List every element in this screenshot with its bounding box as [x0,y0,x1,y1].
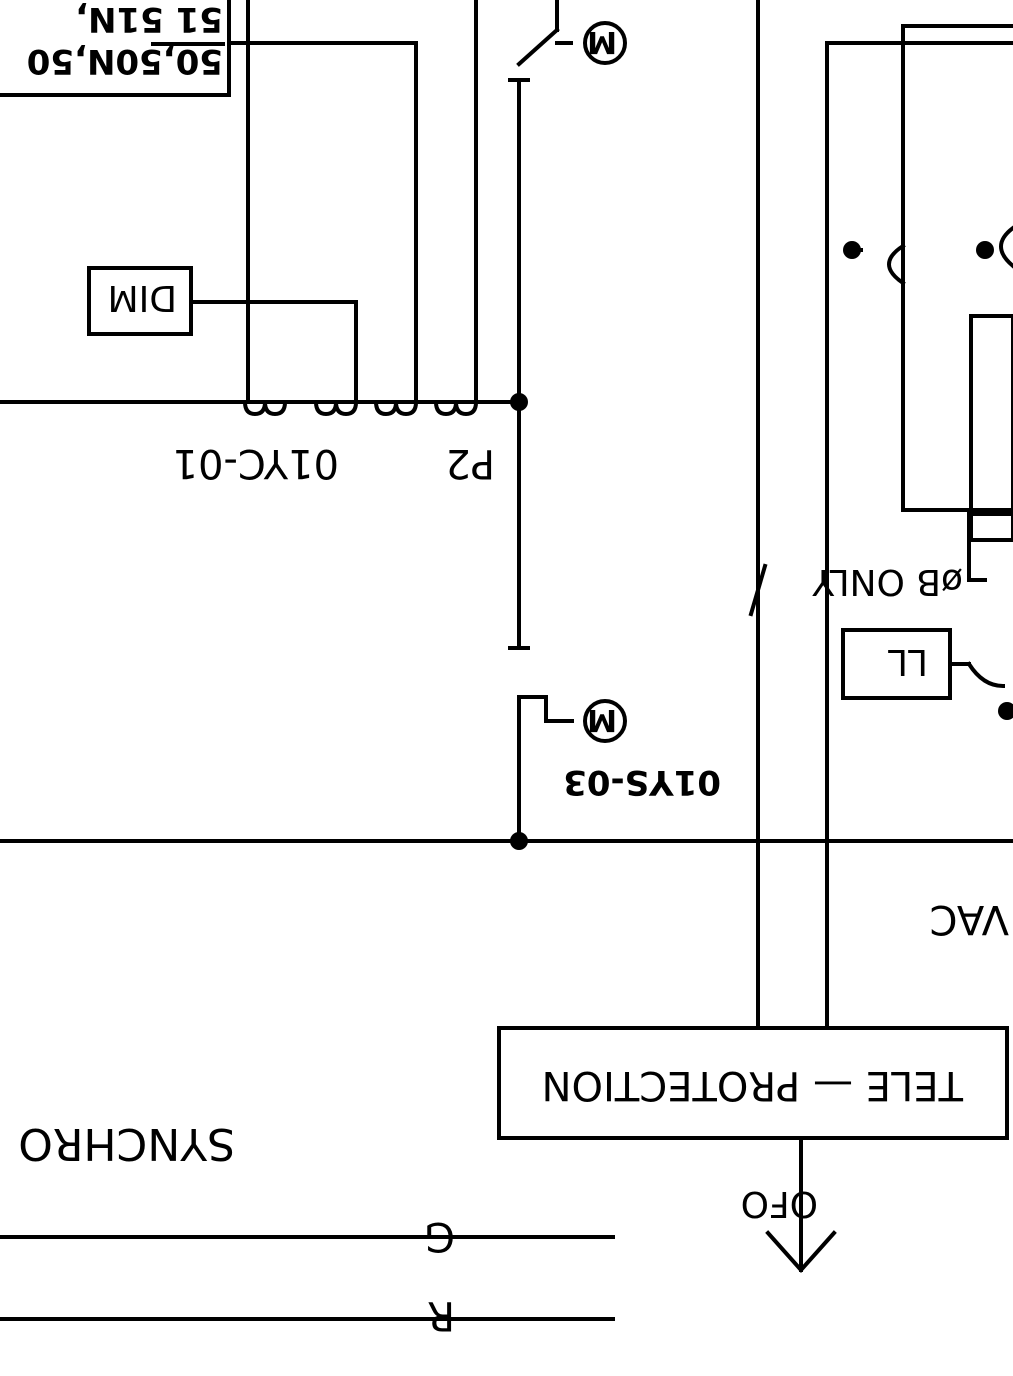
motor-upper: M [516,0,627,67]
rotated-drawing: G R SYNCHRO OFO TELE — PROTECTION VAC 01 [0,0,1013,1338]
ofo-arrow: OFO [741,1138,837,1274]
relay-box: 50,50N,50 51 51N, [0,0,418,97]
g-line: G [0,1213,615,1259]
ofo-label: OFO [741,1183,818,1224]
phase-b-tag: øB ONLY [748,24,1013,617]
synchro-label: SYNCHRO [18,1118,235,1169]
relay-line1: 50,50N,50 [27,41,223,81]
ll-label: LL [888,641,928,682]
r-label: R [427,1292,455,1338]
tele-protection-label: TELE — PROTECTION [542,1062,964,1108]
ct-coils [242,399,479,417]
dim-box: DIM [87,266,358,336]
tele-protection-box: TELE — PROTECTION [497,1026,1009,1140]
bus-upper-node [510,393,528,411]
right-contacts [843,225,1013,542]
motor-lower: M [517,695,627,843]
ys03-label: 01YS-03 [563,762,721,802]
relay-line2: 51 51N, [75,0,223,39]
motor-upper-label: M [587,24,617,59]
r-line: R [0,1292,615,1338]
phase-b-label: øB ONLY [811,561,963,602]
ct-name-label: 01YC-01 [173,440,339,486]
motor-lower-label: M [587,702,617,737]
dim-label: DIM [108,277,177,318]
p2-label: P2 [445,440,495,486]
ll-box: LL [841,628,1013,720]
g-label: G [424,1213,455,1259]
vac-label: VAC [930,896,1009,942]
